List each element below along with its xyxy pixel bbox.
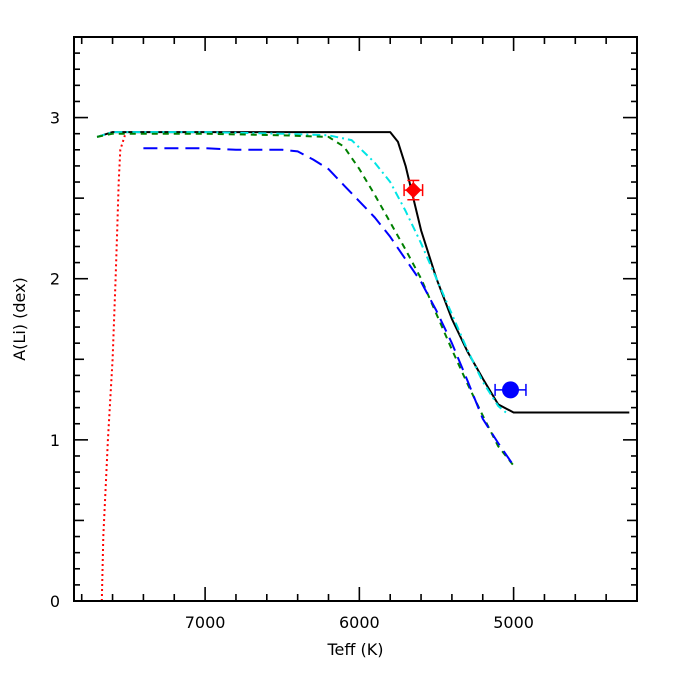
plot-frame: [73, 36, 638, 602]
y-axis-label: A(Li) (dex): [10, 277, 29, 361]
x-tick-label: 6000: [339, 613, 380, 632]
x-axis-label: Teff (K): [327, 640, 384, 659]
x-tick-label: 5000: [493, 613, 534, 632]
series-line-4: [143, 147, 515, 467]
y-tick-label: 1: [50, 431, 60, 450]
series-line-2: [96, 131, 507, 414]
ticks-layer: 7000 6000 5000 0 1 2 3: [50, 36, 638, 632]
y-tick-label: 0: [50, 592, 60, 611]
points-layer: [403, 179, 527, 399]
x-tick-label: 7000: [185, 613, 226, 632]
series-line-5: [100, 134, 126, 602]
diamond-point: [405, 182, 422, 199]
series-line-3: [96, 132, 515, 467]
series-layer: [96, 131, 630, 602]
series-line-1: [96, 131, 630, 414]
circle-point: [502, 381, 520, 399]
y-tick-label: 3: [50, 109, 60, 128]
y-tick-label: 2: [50, 270, 60, 289]
